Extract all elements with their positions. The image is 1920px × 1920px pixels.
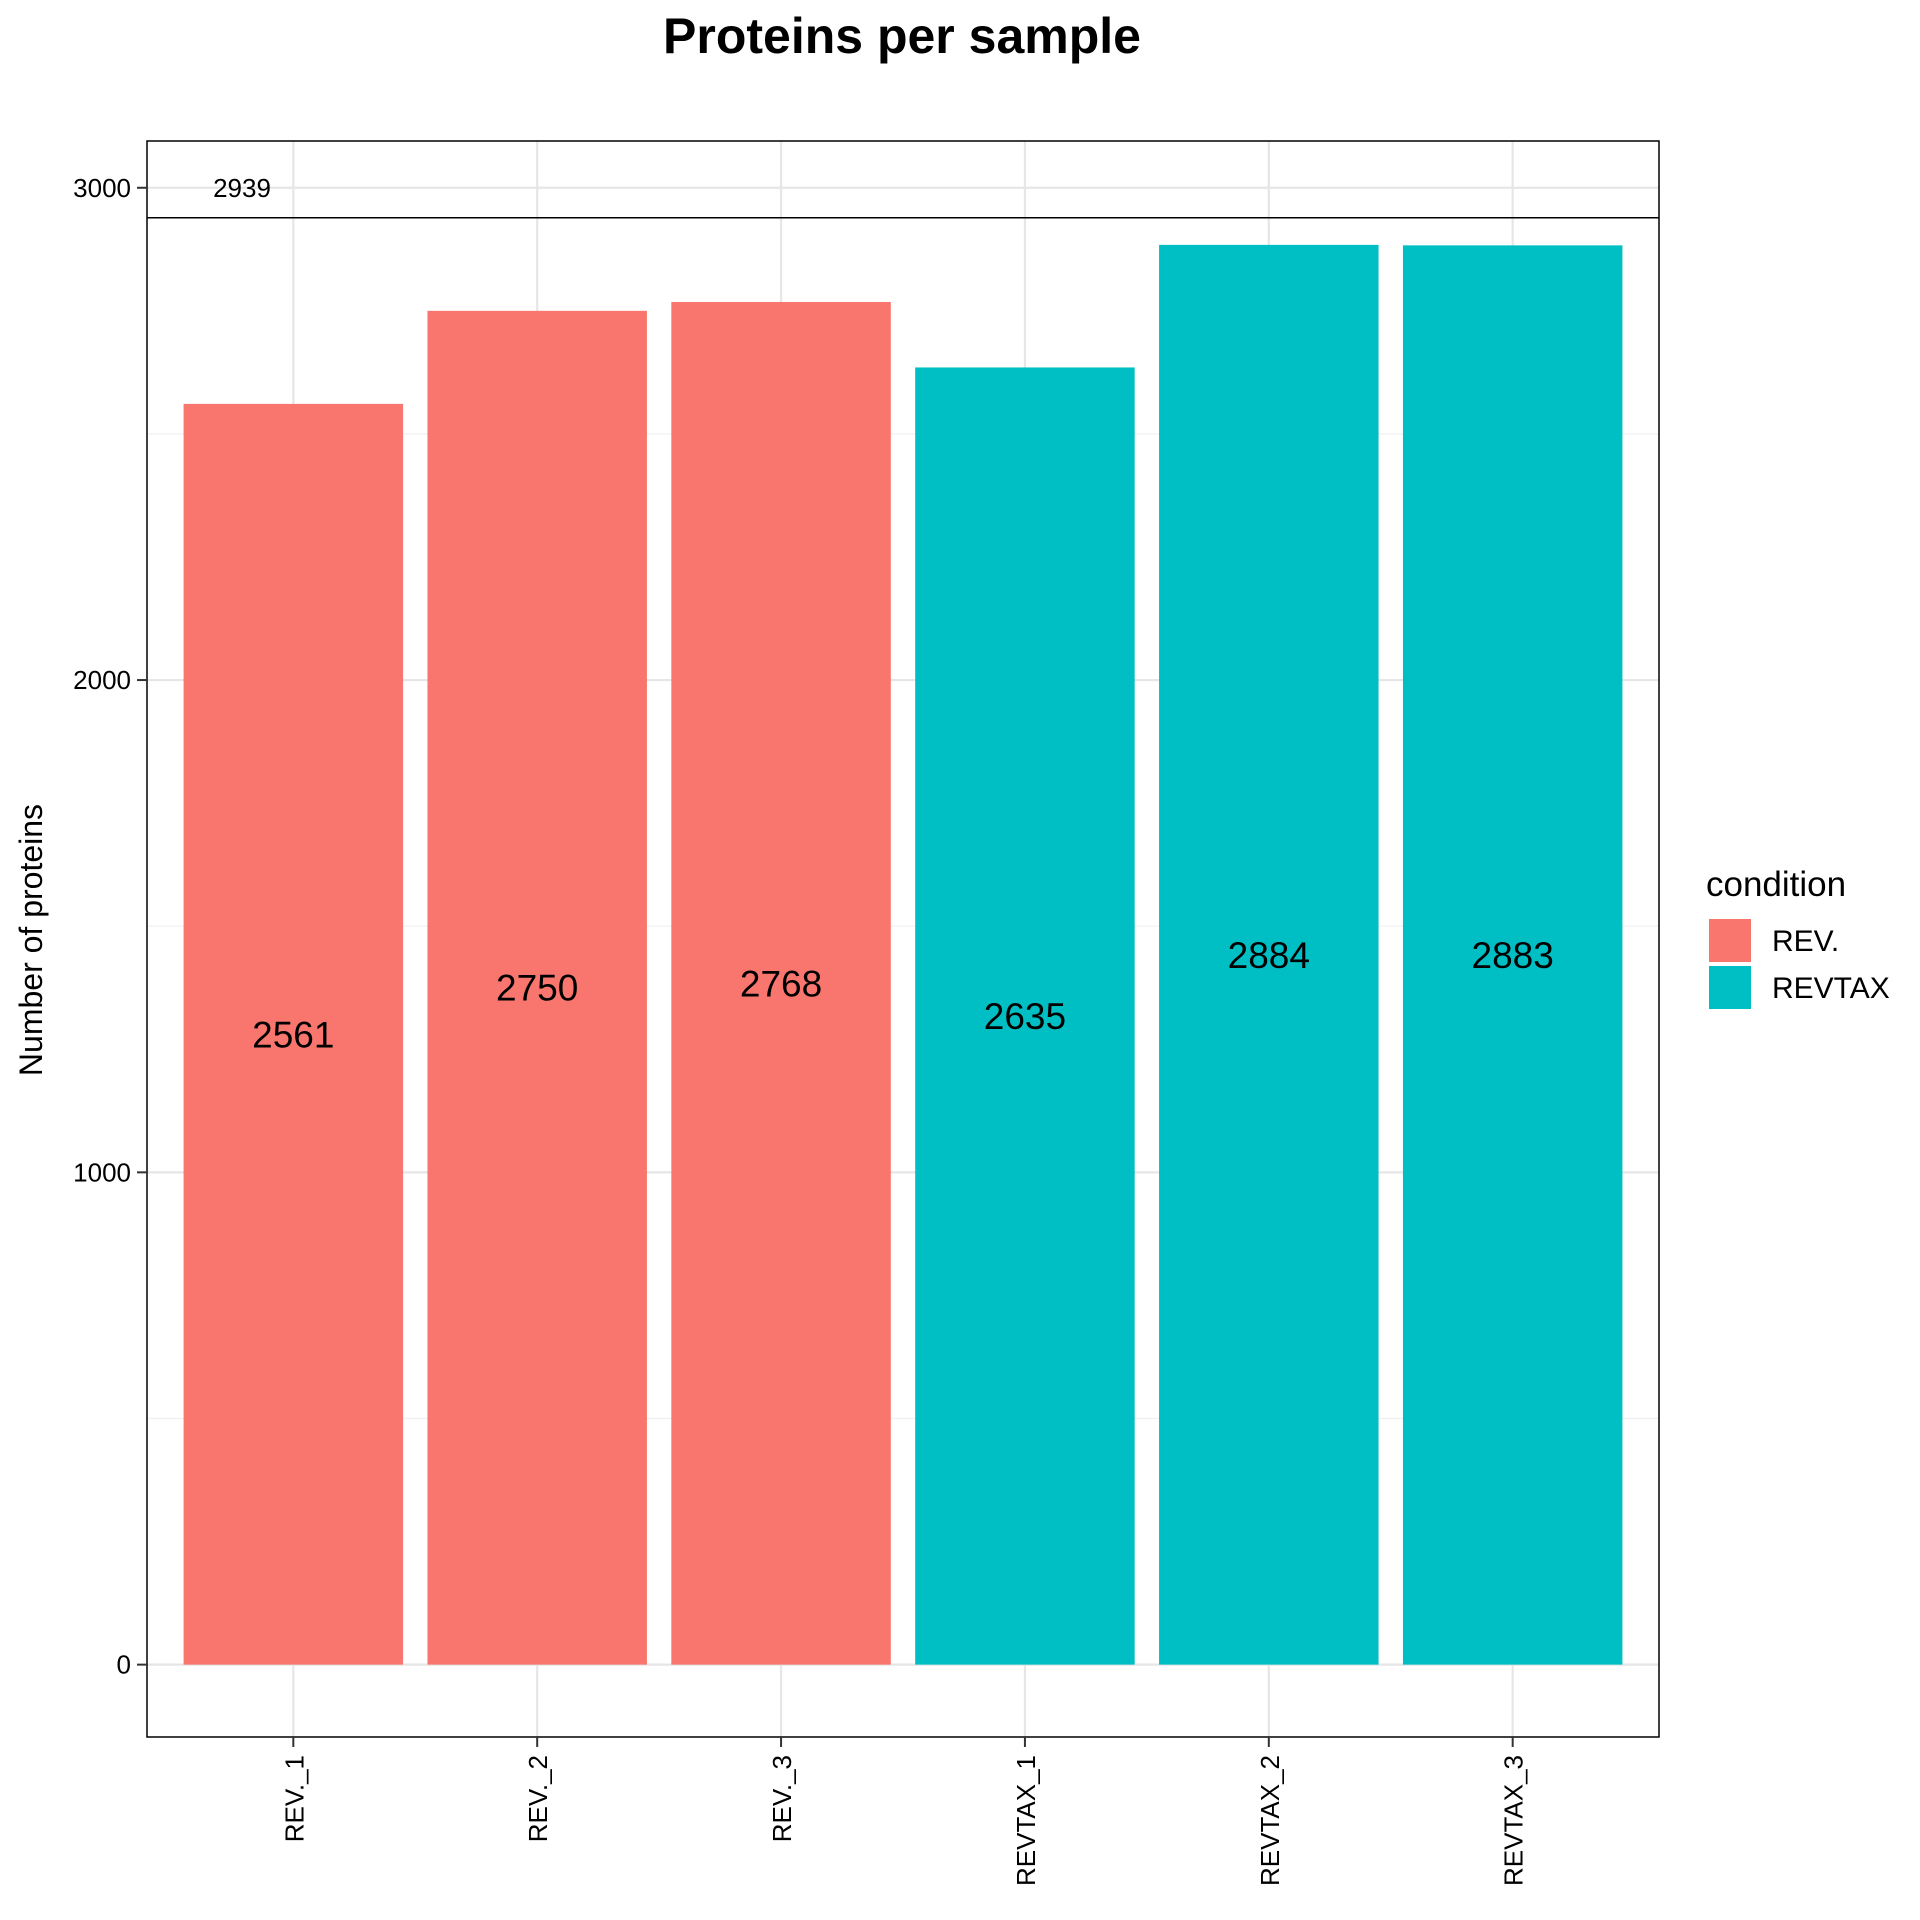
y-tick-label: 0 [117, 1650, 131, 1680]
x-tick-label: REVTAX_2 [1255, 1755, 1285, 1886]
legend: condition REV. REVTAX [1706, 865, 1890, 1009]
bar-value-label: 2635 [984, 996, 1066, 1037]
x-tick-label: REVTAX_3 [1499, 1755, 1529, 1886]
bar-REVTAX_3 [1402, 245, 1623, 1665]
bar-REV._2 [427, 310, 647, 1665]
bar-REV._1 [183, 403, 404, 1665]
bar-value-label: 2561 [252, 1014, 334, 1055]
total-reference-line: 2939 [147, 173, 1659, 219]
bar-REVTAX_1 [915, 367, 1135, 1665]
x-tick-label: REVTAX_1 [1011, 1755, 1041, 1886]
legend-title: condition [1706, 865, 1846, 904]
x-axis: REV._1 REV._2 REV._3 REVTAX_1 REVTAX_2 REVTAX… [279, 1737, 1529, 1886]
bar-value-labels: 2561 2750 2768 2635 2884 2883 [252, 935, 1554, 1056]
bar-value-label: 2768 [740, 963, 822, 1004]
chart-title: Proteins per sample [663, 8, 1141, 64]
plot-panel-border [146, 140, 1660, 1738]
x-tick-label: REV._2 [523, 1755, 553, 1842]
legend-swatch [1709, 966, 1751, 1009]
y-tick-label: 3000 [73, 173, 131, 203]
legend-swatch [1709, 919, 1751, 962]
total-line-label: 2939 [213, 173, 271, 203]
bar-REVTAX_2 [1159, 244, 1379, 1665]
y-axis: 0 1000 2000 3000 [73, 173, 147, 1680]
y-tick-label: 2000 [73, 665, 131, 695]
x-tick-label: REV._3 [767, 1755, 797, 1842]
bar-value-label: 2884 [1228, 935, 1310, 976]
legend-item-label: REVTAX [1772, 972, 1890, 1005]
bars [183, 244, 1623, 1665]
bar-value-label: 2883 [1472, 935, 1554, 976]
bar-value-label: 2750 [496, 968, 578, 1009]
y-axis-title: Number of proteins [13, 804, 49, 1076]
legend-item-label: REV. [1772, 925, 1839, 958]
y-tick-label: 1000 [73, 1157, 131, 1187]
x-tick-label: REV._1 [279, 1755, 309, 1842]
bar-REV._3 [671, 301, 891, 1665]
